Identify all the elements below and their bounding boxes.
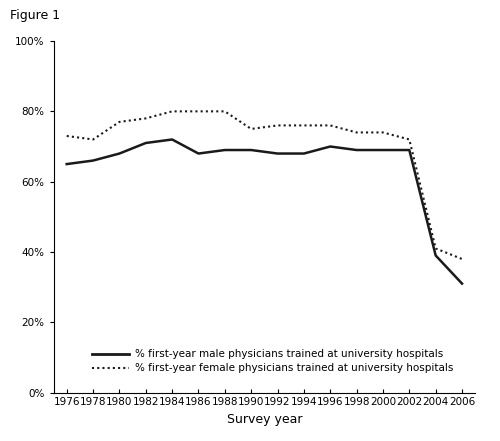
% first-year male physicians trained at university hospitals: [328, 144, 334, 149]
% first-year male physicians trained at university hospitals: [222, 147, 228, 153]
Legend: % first-year male physicians trained at university hospitals, % first-year femal: % first-year male physicians trained at …: [92, 349, 454, 374]
% first-year male physicians trained at university hospitals: [354, 147, 360, 153]
% first-year male physicians trained at university hospitals: [248, 147, 254, 153]
% first-year male physicians trained at university hospitals: [406, 147, 412, 153]
Line: % first-year female physicians trained at university hospitals: % first-year female physicians trained a…: [66, 112, 462, 259]
% first-year male physicians trained at university hospitals: [432, 253, 438, 258]
X-axis label: Survey year: Survey year: [226, 413, 302, 426]
% first-year female physicians trained at university hospitals: [116, 119, 122, 124]
% first-year female physicians trained at university hospitals: [196, 109, 202, 114]
% first-year male physicians trained at university hospitals: [459, 281, 465, 286]
Line: % first-year male physicians trained at university hospitals: % first-year male physicians trained at …: [66, 139, 462, 284]
% first-year female physicians trained at university hospitals: [248, 126, 254, 131]
% first-year male physicians trained at university hospitals: [64, 161, 70, 167]
% first-year female physicians trained at university hospitals: [406, 137, 412, 142]
% first-year female physicians trained at university hospitals: [90, 137, 96, 142]
% first-year female physicians trained at university hospitals: [222, 109, 228, 114]
% first-year female physicians trained at university hospitals: [432, 246, 438, 251]
% first-year female physicians trained at university hospitals: [328, 123, 334, 128]
% first-year male physicians trained at university hospitals: [143, 140, 149, 146]
Text: Figure 1: Figure 1: [10, 9, 60, 22]
% first-year male physicians trained at university hospitals: [196, 151, 202, 156]
% first-year female physicians trained at university hospitals: [301, 123, 307, 128]
% first-year male physicians trained at university hospitals: [274, 151, 280, 156]
% first-year female physicians trained at university hospitals: [459, 256, 465, 262]
% first-year male physicians trained at university hospitals: [90, 158, 96, 163]
% first-year female physicians trained at university hospitals: [354, 130, 360, 135]
% first-year male physicians trained at university hospitals: [169, 137, 175, 142]
% first-year female physicians trained at university hospitals: [64, 133, 70, 138]
% first-year female physicians trained at university hospitals: [143, 116, 149, 121]
% first-year female physicians trained at university hospitals: [169, 109, 175, 114]
% first-year female physicians trained at university hospitals: [380, 130, 386, 135]
% first-year male physicians trained at university hospitals: [116, 151, 122, 156]
% first-year female physicians trained at university hospitals: [274, 123, 280, 128]
% first-year male physicians trained at university hospitals: [301, 151, 307, 156]
% first-year male physicians trained at university hospitals: [380, 147, 386, 153]
